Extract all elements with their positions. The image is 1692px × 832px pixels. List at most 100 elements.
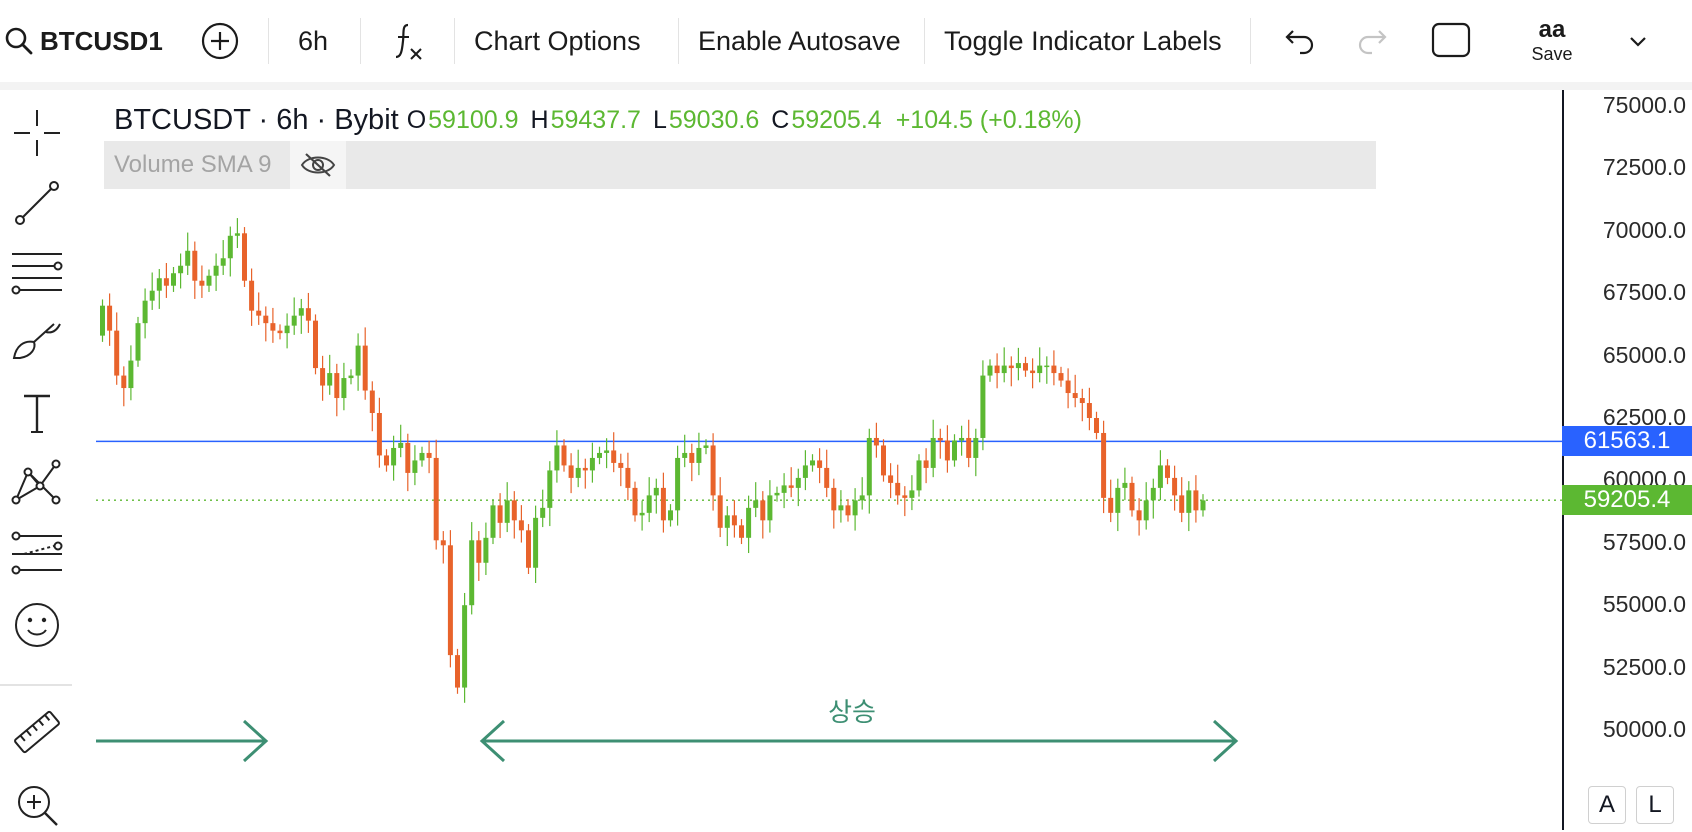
auto-scale-button[interactable]: A <box>1588 786 1626 824</box>
candle-body <box>334 373 340 399</box>
range-arrow-head <box>242 719 269 763</box>
forecast-lines-icon <box>11 531 63 575</box>
candle-body <box>249 280 255 311</box>
projection-tool[interactable] <box>10 526 64 580</box>
compare-add-button[interactable] <box>200 0 240 82</box>
legend-title: BTCUSDT · 6h · Bybit <box>114 103 399 136</box>
candle-body <box>817 460 823 468</box>
candle-body <box>320 368 326 386</box>
fib-retracement-tool[interactable] <box>10 246 64 300</box>
candle-body <box>362 345 368 391</box>
candle-body <box>1072 393 1078 399</box>
redo-button[interactable] <box>1354 0 1394 82</box>
candle-body <box>447 545 453 656</box>
brush-tool[interactable] <box>10 316 64 370</box>
candle-body <box>980 375 986 438</box>
log-scale-button[interactable]: L <box>1636 786 1674 824</box>
candle-body <box>305 308 311 321</box>
toolbar-divider <box>678 18 679 64</box>
candle-body <box>689 452 695 463</box>
candle-body <box>781 485 787 493</box>
text-tool[interactable] <box>10 386 64 440</box>
candle-body <box>831 487 837 511</box>
candle-body <box>114 330 120 376</box>
candle-body <box>852 500 858 516</box>
legend-open: 59100.9 <box>428 105 519 134</box>
candle-body <box>959 437 965 441</box>
candle-body <box>653 487 659 496</box>
candle-body <box>440 540 446 546</box>
enable-autosave-button[interactable]: Enable Autosave <box>698 25 901 56</box>
price-tick: 67500.0 <box>1602 279 1686 306</box>
candle-body <box>739 525 744 538</box>
candle-body <box>660 487 666 521</box>
indicator-visibility-button[interactable] <box>290 141 346 189</box>
candle-body <box>227 235 233 259</box>
candle-body <box>405 442 411 473</box>
candle-body <box>561 445 567 466</box>
candle-body <box>923 460 929 468</box>
candle-body <box>341 378 347 399</box>
candle-body <box>554 445 560 471</box>
candle-body <box>710 445 716 496</box>
crosshair-tool[interactable] <box>10 106 64 160</box>
candle-body <box>1150 487 1156 501</box>
fullscreen-button[interactable] <box>1430 0 1472 82</box>
candle-body <box>1051 365 1057 374</box>
candle-body <box>135 323 141 361</box>
candle-body <box>291 315 297 326</box>
candle-body <box>703 445 709 448</box>
interval-button[interactable]: 6h <box>298 25 329 56</box>
candle-body <box>937 437 943 441</box>
candle-body <box>788 485 794 488</box>
save-button[interactable]: aa Save <box>1522 0 1582 82</box>
candle-body <box>767 495 773 521</box>
candle-body <box>1200 500 1206 511</box>
chart-pane[interactable] <box>96 90 1562 830</box>
save-menu-button[interactable] <box>1626 0 1650 82</box>
pattern-icon <box>11 459 61 505</box>
candle-body <box>469 540 475 606</box>
toolbar-divider <box>0 684 72 686</box>
indicator-label[interactable]: Volume SMA 9 <box>114 151 272 178</box>
crosshair-icon <box>14 110 60 156</box>
candle-body <box>1122 482 1128 488</box>
chart-options-button[interactable]: Chart Options <box>474 25 641 56</box>
candle-body <box>277 330 283 334</box>
price-axis[interactable]: 75000.0 72500.0 70000.0 67500.0 65000.0 62500… <box>1562 90 1692 830</box>
candle-body <box>256 310 262 316</box>
candle-body <box>597 452 602 458</box>
undo-button[interactable] <box>1278 0 1318 82</box>
price-tick: 70000.0 <box>1602 216 1686 243</box>
candle-body <box>675 457 681 511</box>
symbol-search[interactable]: BTCUSD1 <box>4 0 163 82</box>
candlestick-chart[interactable]: 상승 <box>96 90 1562 830</box>
candle-body <box>533 517 539 568</box>
trend-line-tool[interactable] <box>10 176 64 230</box>
measure-tool[interactable] <box>10 706 64 760</box>
range-arrow-head <box>1212 719 1239 763</box>
legend-high-label: H <box>530 105 549 134</box>
zoom-in-tool[interactable] <box>10 778 64 832</box>
candle-body <box>1193 490 1199 511</box>
top-toolbar: BTCUSD1 6h Chart Options Enable Autosave… <box>0 0 1692 83</box>
candle-body <box>753 500 759 508</box>
candle-body <box>994 365 1000 374</box>
candle-body <box>213 265 219 276</box>
candle-body <box>398 442 404 448</box>
candle-body <box>668 510 673 521</box>
toggle-indicator-labels-button[interactable]: Toggle Indicator Labels <box>944 25 1222 56</box>
candle-body <box>873 437 879 446</box>
legend-low: 59030.6 <box>668 105 760 134</box>
legend-high: 59437.7 <box>550 105 641 134</box>
price-tick: 72500.0 <box>1602 154 1686 181</box>
pattern-tool[interactable] <box>10 456 64 510</box>
candle-body <box>802 465 808 478</box>
candle-body <box>824 467 830 488</box>
horizontal-line-price-label: 61563.1 <box>1562 426 1692 457</box>
emoji-tool[interactable] <box>10 598 64 652</box>
candle-body <box>1086 403 1092 418</box>
indicators-button[interactable] <box>392 0 426 82</box>
square-icon <box>1431 22 1471 58</box>
candle-body <box>632 487 638 516</box>
